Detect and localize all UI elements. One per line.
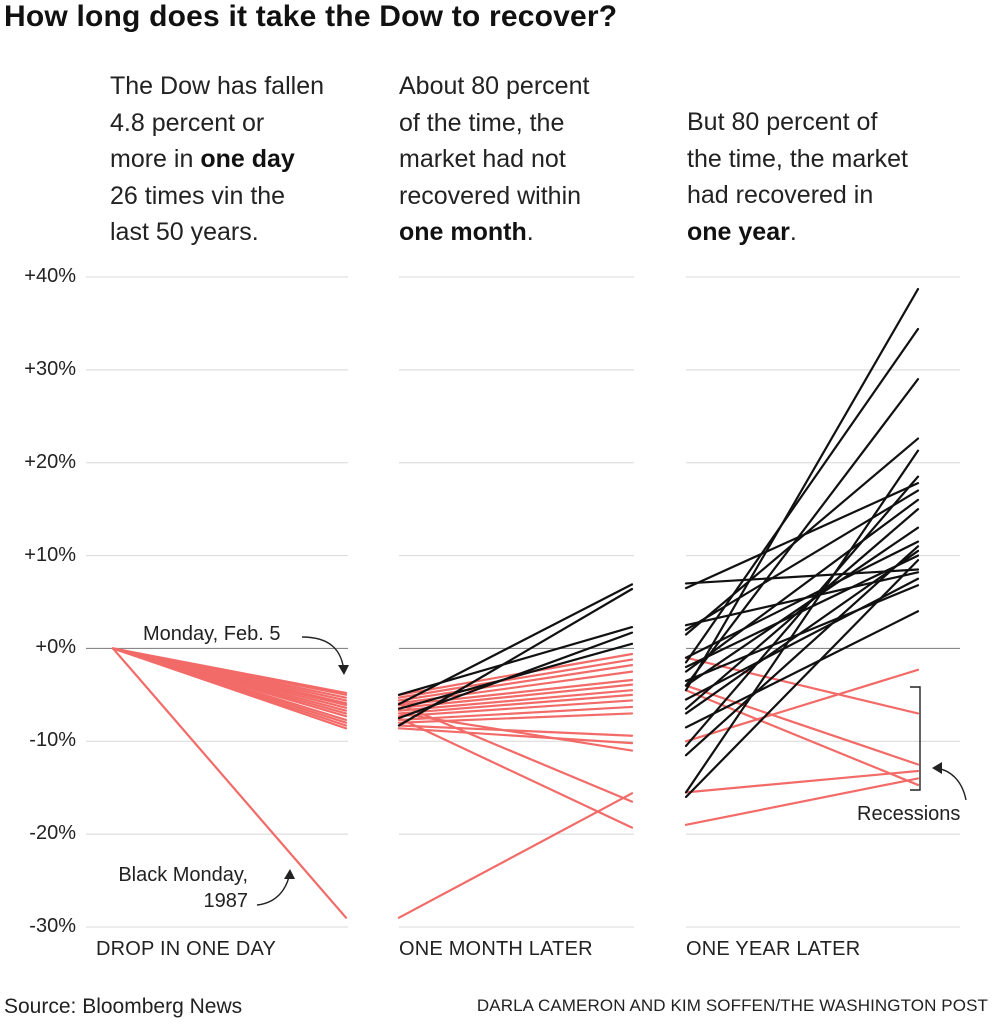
y-tick-label: +10% xyxy=(24,543,76,566)
xlabel-drop-in-one-day: DROP IN ONE DAY xyxy=(96,938,277,960)
series-line-black-panel-3 xyxy=(684,610,920,729)
y-tick-label: +20% xyxy=(24,450,76,473)
series-line-red-panel-2 xyxy=(397,693,634,715)
y-tick-label: -30% xyxy=(29,915,76,937)
series-line-red-panel-1 xyxy=(111,647,348,730)
chart-title: How long does it take the Dow to recover… xyxy=(4,0,618,33)
series-line-black-panel-3 xyxy=(684,287,920,692)
black-monday-arrow xyxy=(256,871,291,906)
annotation-one-month: About 80 percent of the time, the market… xyxy=(399,72,590,246)
series-line-black-panel-3 xyxy=(684,584,920,683)
series-line-black-panel-3 xyxy=(684,498,920,673)
xlabel-one-year-later: ONE YEAR LATER xyxy=(686,938,861,960)
y-tick-label: +30% xyxy=(24,357,76,380)
series-line-red-panel-2 xyxy=(397,699,634,718)
series-line-black-panel-3 xyxy=(684,482,920,590)
recessions-arrowhead xyxy=(932,762,942,774)
monday-arrowhead xyxy=(338,665,349,675)
series-line-red-panel-2 xyxy=(397,724,634,737)
series-line-red-panel-3 xyxy=(684,684,920,766)
series-line-black-panel-2 xyxy=(397,642,634,710)
source-note: Source: Bloomberg News xyxy=(4,995,243,1018)
y-tick-label: -10% xyxy=(29,729,76,752)
series-line-black-panel-3 xyxy=(684,571,920,627)
series-line-red-panel-2 xyxy=(397,689,634,712)
black-monday-arrowhead xyxy=(284,869,295,879)
annotation-one-year: But 80 percent of the time, the market h… xyxy=(687,108,908,246)
xlabel-one-month-later: ONE MONTH LATER xyxy=(399,938,593,960)
series-line-red-panel-3 xyxy=(684,777,920,826)
y-tick-label: +0% xyxy=(35,636,76,659)
label-monday-feb-5: Monday, Feb. 5 xyxy=(143,623,281,645)
series-line-black-panel-3 xyxy=(684,577,920,701)
series-line-black-panel-3 xyxy=(684,489,920,631)
label-black-monday: Black Monday, 1987 xyxy=(118,864,248,912)
series-line-black-panel-3 xyxy=(684,568,920,585)
series-line-red-panel-3 xyxy=(684,668,920,743)
series-line-red-panel-2 xyxy=(397,727,634,745)
label-recessions: Recessions xyxy=(857,803,961,825)
series-line-red-panel-2 xyxy=(397,705,634,722)
annotation-one-day: The Dow has fallen 4.8 percent or more i… xyxy=(110,72,325,246)
y-tick-label: -20% xyxy=(29,822,76,845)
y-tick-label: +40% xyxy=(24,265,76,287)
series-line-red-panel-2 xyxy=(397,703,634,803)
series-line-red-panel-3 xyxy=(684,769,920,794)
series-line-black-panel-2 xyxy=(397,583,634,706)
series-line-black-panel-3 xyxy=(684,378,920,687)
series-line-red-panel-3 xyxy=(684,689,920,787)
series-line-red-panel-1 xyxy=(111,647,348,919)
series-line-red-panel-2 xyxy=(397,664,634,702)
series-line-black-panel-3 xyxy=(684,508,920,710)
series-line-red-panel-2 xyxy=(397,716,634,829)
series-line-red-panel-3 xyxy=(684,656,920,715)
monday-arrow xyxy=(301,636,345,673)
series-line-red-panel-2 xyxy=(397,658,634,699)
series-line-red-panel-2 xyxy=(397,792,634,919)
recessions-bracket xyxy=(910,686,921,791)
series-line-black-panel-3 xyxy=(684,554,920,669)
series-line-black-panel-3 xyxy=(684,449,920,794)
credit-line: DARLA CAMERON AND KIM SOFFEN/THE WASHING… xyxy=(476,996,988,1015)
series-line-red-panel-2 xyxy=(397,678,634,707)
series-line-black-panel-3 xyxy=(684,526,920,687)
series-line-black-panel-2 xyxy=(397,625,634,696)
